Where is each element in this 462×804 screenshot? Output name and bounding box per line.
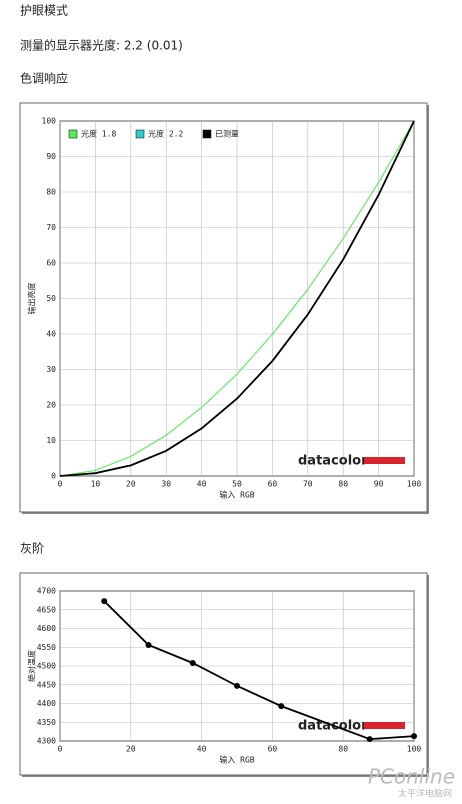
x-axis-label: 输入 RGB (219, 755, 254, 765)
point (278, 703, 285, 710)
y-axis-label: 绝对温度 (27, 650, 37, 682)
y-tick-label: 10 (46, 436, 56, 445)
y-tick-label: 4600 (37, 624, 56, 633)
y-tick-label: 4300 (37, 737, 56, 746)
legend-label: 光度 1.8 (81, 129, 116, 139)
point (411, 733, 417, 740)
section-title: 色调响应 (20, 71, 68, 86)
legend-swatch (202, 129, 212, 139)
logo-bar (364, 457, 405, 464)
x-tick-label: 10 (91, 480, 101, 489)
point (189, 660, 196, 666)
x-tick-label: 80 (338, 480, 348, 489)
y-tick-label: 4500 (37, 662, 56, 671)
x-tick-label: 70 (303, 480, 313, 489)
logo: datacolor (298, 454, 368, 469)
x-tick-label: 20 (126, 745, 136, 754)
point (234, 682, 240, 689)
x-tick-label: 100 (407, 480, 422, 489)
x-tick-label: 20 (126, 480, 136, 489)
y-tick-label: 4700 (37, 587, 56, 596)
y-tick-label: 4650 (37, 605, 56, 614)
y-tick-label: 90 (46, 152, 56, 161)
series-line (59, 120, 415, 477)
heading: 护眼模式 (20, 4, 68, 18)
series-line (59, 120, 415, 477)
y-tick-label: 60 (46, 259, 56, 268)
logo-bar (364, 722, 405, 729)
y-tick-label: 4450 (37, 680, 56, 689)
y-tick-label: 30 (46, 365, 56, 374)
y-tick-label: 70 (46, 223, 56, 232)
legend-swatch (68, 129, 78, 139)
x-tick-label: 40 (197, 480, 207, 489)
y-tick-label: 4400 (37, 699, 56, 708)
y-tick-label: 80 (46, 188, 56, 197)
x-tick-label: 40 (197, 745, 207, 754)
x-axis-label: 输入 RGB (219, 490, 254, 500)
legend-swatch (135, 129, 145, 139)
x-tick-label: 80 (338, 745, 348, 754)
x-tick-label: 90 (374, 480, 384, 489)
y-tick-label: 50 (46, 294, 56, 303)
y-tick-label: 0 (51, 472, 56, 481)
legend-label: 光度 2.2 (148, 129, 183, 139)
x-tick-label: 0 (58, 480, 63, 489)
y-tick-label: 4350 (37, 718, 56, 727)
x-tick-label: 60 (268, 480, 278, 489)
y-tick-label: 40 (46, 330, 56, 339)
point (366, 736, 373, 743)
point (145, 642, 152, 648)
y-tick-label: 100 (42, 117, 57, 126)
watermark: PConline (368, 765, 455, 789)
x-tick-label: 50 (232, 480, 242, 489)
legend-label: 已测量 (215, 130, 239, 139)
point (101, 598, 108, 605)
y-axis-label: 输出亮度 (27, 283, 37, 315)
x-tick-label: 30 (161, 480, 171, 489)
measured-gamma: 测量的显示器光度: 2.2 (0.01) (20, 38, 183, 53)
y-tick-label: 20 (46, 401, 56, 410)
y-tick-label: 4550 (37, 643, 56, 652)
section-title: 灰阶 (20, 542, 44, 556)
x-tick-label: 100 (407, 745, 422, 754)
x-tick-label: 60 (268, 745, 278, 754)
x-tick-label: 0 (58, 745, 63, 754)
watermark-sub: 太平洋电脑网 (398, 788, 452, 800)
